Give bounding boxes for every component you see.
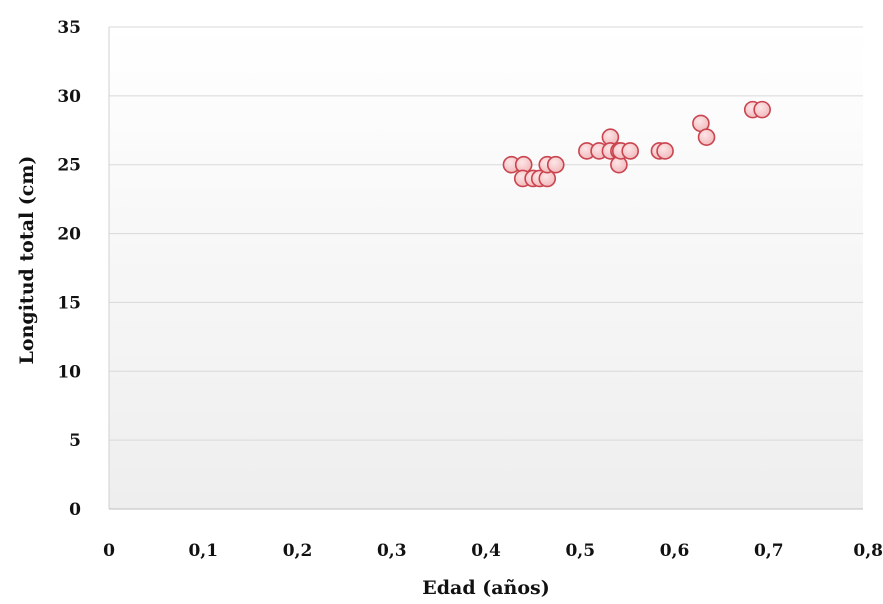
- y-tick-label: 0: [69, 500, 81, 520]
- y-tick-label: 15: [57, 293, 81, 313]
- x-axis-title: Edad (años): [422, 577, 549, 599]
- y-tick-label: 10: [57, 362, 81, 382]
- gridlines: [108, 26, 863, 510]
- y-tick-label: 25: [57, 156, 81, 176]
- y-tick-label: 5: [69, 431, 81, 451]
- data-point: [656, 142, 674, 160]
- x-axis-ticks: 0 0,1 0,2 0,3 0,4 0,5 0,6 0,7 0,8: [103, 541, 883, 561]
- y-tick-label: 30: [57, 87, 81, 107]
- data-point: [546, 155, 565, 174]
- data-point: [621, 142, 640, 160]
- x-tick-label: 0,1: [188, 541, 218, 561]
- data-point: [697, 128, 716, 146]
- y-axis-title: Longitud total (cm): [16, 156, 38, 365]
- plot-area: [109, 27, 863, 509]
- x-tick-label: 0,7: [754, 541, 784, 561]
- x-tick-label: 0,2: [283, 541, 313, 561]
- y-tick-label: 35: [57, 18, 81, 38]
- data-point: [753, 100, 771, 119]
- x-tick-label: 0,5: [565, 541, 595, 561]
- data-points: [502, 100, 771, 188]
- x-tick-label: 0: [103, 541, 115, 561]
- y-tick-label: 20: [57, 225, 81, 245]
- x-tick-label: 0,8: [853, 541, 883, 561]
- x-tick-label: 0,3: [377, 541, 407, 561]
- y-axis-ticks: 0 5 10 15 20 25 30 35: [57, 18, 81, 520]
- x-tick-label: 0,4: [471, 541, 501, 561]
- x-tick-label: 0,6: [660, 541, 690, 561]
